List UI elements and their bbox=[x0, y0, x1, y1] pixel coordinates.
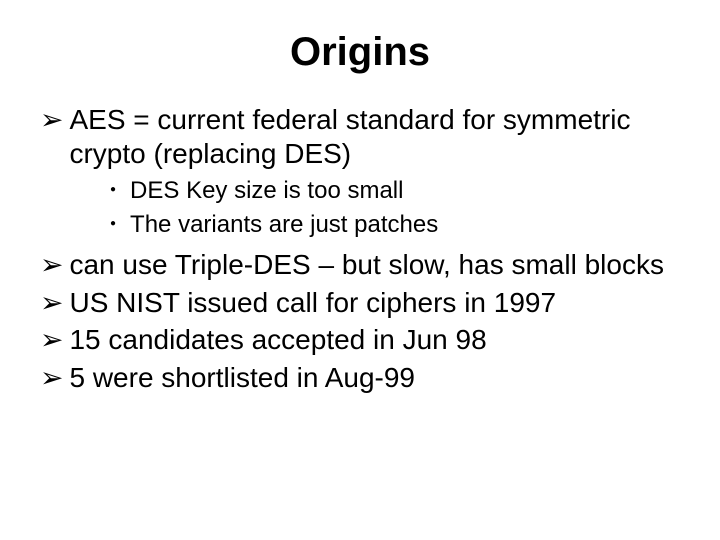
list-subitem: ● DES Key size is too small bbox=[110, 176, 680, 206]
list-subitem-text: DES Key size is too small bbox=[130, 176, 680, 206]
list-item: ➢US NIST issued call for ciphers in 1997 bbox=[40, 286, 680, 320]
arrow-bullet-icon: ➢ bbox=[40, 103, 63, 170]
arrow-bullet-icon: ➢ bbox=[40, 323, 63, 357]
list-item-text: 15 candidates accepted in Jun 98 bbox=[69, 323, 680, 357]
list-subitem: ● The variants are just patches bbox=[110, 210, 680, 240]
list-item: ➢can use Triple-DES – but slow, has smal… bbox=[40, 248, 680, 282]
arrow-bullet-icon: ➢ bbox=[40, 361, 63, 395]
slide-title: Origins bbox=[40, 30, 680, 75]
list-item: ➢5 were shortlisted in Aug-99 bbox=[40, 361, 680, 395]
list-item-text: can use Triple-DES – but slow, has small… bbox=[69, 248, 680, 282]
list-item: ➢15 candidates accepted in Jun 98 bbox=[40, 323, 680, 357]
list-item-text: US NIST issued call for ciphers in 1997 bbox=[69, 286, 680, 320]
list-subitem-text: The variants are just patches bbox=[130, 210, 680, 240]
list-item-text: 5 were shortlisted in Aug-99 bbox=[69, 361, 680, 395]
arrow-bullet-icon: ➢ bbox=[40, 248, 63, 282]
list-item: ➢AES = current federal standard for symm… bbox=[40, 103, 680, 170]
dot-bullet-icon: ● bbox=[110, 210, 116, 240]
list-item-text: AES = current federal standard for symme… bbox=[69, 103, 680, 170]
slide: Origins ➢AES = current federal standard … bbox=[0, 0, 720, 540]
arrow-bullet-icon: ➢ bbox=[40, 286, 63, 320]
bullet-list-level2: ● DES Key size is too small ● The variants … bbox=[110, 176, 680, 240]
dot-bullet-icon: ● bbox=[110, 176, 116, 206]
bullet-list-level1: ➢AES = current federal standard for symm… bbox=[40, 103, 680, 395]
